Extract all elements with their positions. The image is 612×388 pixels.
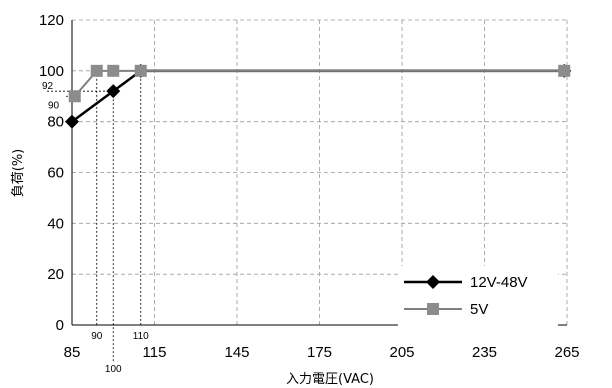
y-tick-label: 40 [47,215,64,232]
data-point-5v [134,64,147,77]
data-point-12v-48v [106,84,121,99]
data-point-5v [90,64,103,77]
annotation-label: 90 [91,331,103,342]
x-tick-label: 115 [143,344,167,361]
x-tick-label: 85 [64,344,81,361]
annotation-label: 110 [133,331,149,342]
y-tick-label: 20 [47,266,64,283]
series-line-12V-48V [71,69,565,123]
data-point-5v [68,90,81,103]
annotation-label: 90 [48,100,60,111]
x-tick-label: 175 [307,344,332,361]
y-tick-label: 80 [47,114,64,131]
x-tick-label: 205 [389,344,414,361]
legend-label: 12V-48V [470,274,528,291]
annotation-label: 100 [105,364,122,375]
legend-box [398,266,558,326]
y-tick-label: 0 [56,317,64,334]
y-tick-label: 100 [39,63,64,80]
y-tick-label: 120 [39,12,64,29]
y-tick-label: 60 [47,165,64,182]
annotation-label: 92 [42,81,54,92]
y-axis-title: 負荷(%) [11,149,26,198]
legend-marker-square [427,303,439,315]
x-tick-label: 265 [554,344,579,361]
x-axis-title: 入力電圧(VAC) [286,372,374,387]
data-point-12v-48v [65,114,79,129]
data-point-5v [558,64,571,77]
legend-marker-diamond [426,275,440,289]
x-tick-label: 235 [472,344,497,361]
data-point-5v [107,64,120,77]
x-tick-label: 145 [224,344,249,361]
legend-label: 5V [470,301,488,318]
